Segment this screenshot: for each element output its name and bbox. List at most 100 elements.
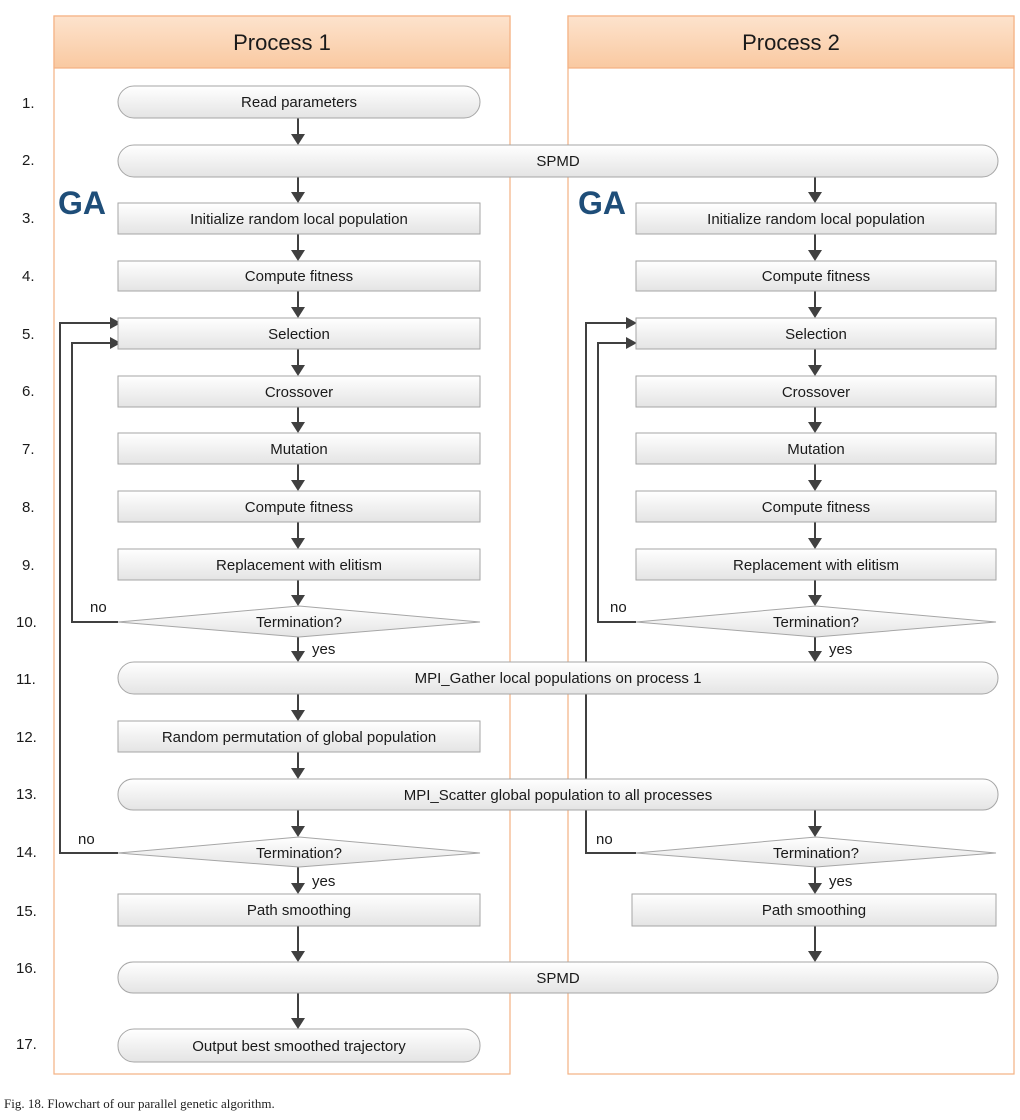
arrowhead xyxy=(808,192,822,203)
node-label: Path smoothing xyxy=(762,902,866,919)
step-number: 1. xyxy=(22,95,35,112)
arrowhead xyxy=(808,250,822,261)
node-crossover-p2: Crossover xyxy=(635,375,997,408)
node-init-population-p1: Initialize random local population xyxy=(117,202,481,235)
node-label: Compute fitness xyxy=(762,268,870,285)
flow-arrowheads xyxy=(291,134,822,1029)
node-compute-fitness-2-p2: Compute fitness xyxy=(635,490,997,523)
step-number: 5. xyxy=(22,326,35,343)
edge-label-yes: yes xyxy=(312,641,335,658)
arrowhead xyxy=(808,951,822,962)
step-number: 15. xyxy=(16,903,37,920)
edge-label-yes: yes xyxy=(312,873,335,890)
decision-label: Termination? xyxy=(256,845,342,862)
loop-arrowheads xyxy=(110,317,637,349)
node-compute-fitness-1-p2: Compute fitness xyxy=(635,260,997,292)
node-selection-p2: Selection xyxy=(635,317,997,350)
node-mutation-p2: Mutation xyxy=(635,432,997,465)
arrowhead xyxy=(808,307,822,318)
step-number: 9. xyxy=(22,557,35,574)
node-label: Crossover xyxy=(265,384,333,401)
node-label: Output best smoothed trajectory xyxy=(192,1038,406,1055)
node-label: Replacement with elitism xyxy=(216,557,382,574)
step-number: 17. xyxy=(16,1036,37,1053)
ga-label-process-1: GA xyxy=(58,185,106,221)
arrowhead xyxy=(291,365,305,376)
node-label: Initialize random local population xyxy=(190,211,408,228)
step-number: 11. xyxy=(16,671,36,688)
node-replacement-p1: Replacement with elitism xyxy=(117,548,481,581)
loop-edge-global-no-p2 xyxy=(585,322,636,854)
node-read-parameters: Read parameters xyxy=(117,85,481,119)
arrowhead xyxy=(808,365,822,376)
lane-title-process-1: Process 1 xyxy=(233,30,331,55)
node-mpi-scatter: MPI_Scatter global population to all pro… xyxy=(117,778,999,811)
arrowhead xyxy=(291,1018,305,1029)
node-label: SPMD xyxy=(536,970,580,987)
arrowhead xyxy=(808,651,822,662)
node-label: Path smoothing xyxy=(247,902,351,919)
node-output: Output best smoothed trajectory xyxy=(117,1028,481,1063)
step-number: 4. xyxy=(22,268,35,285)
node-compute-fitness-2-p1: Compute fitness xyxy=(117,490,481,523)
node-mpi-gather: MPI_Gather local populations on process … xyxy=(117,661,999,695)
node-label: Mutation xyxy=(787,441,845,458)
node-label: Random permutation of global population xyxy=(162,729,436,746)
node-path-smoothing-p2: Path smoothing xyxy=(631,893,997,927)
step-number: 10. xyxy=(16,614,37,631)
node-spmd-end: SPMD xyxy=(117,961,999,994)
step-number: 13. xyxy=(16,786,37,803)
arrowhead xyxy=(808,826,822,837)
node-crossover-p1: Crossover xyxy=(117,375,481,408)
step-number: 7. xyxy=(22,441,35,458)
arrowhead xyxy=(291,883,305,894)
arrowhead xyxy=(808,595,822,606)
loop-edge-global-no-p1 xyxy=(59,322,118,854)
flowchart-diagram: Process 1 Process 2 1. 2. 3. 4. 5. 6. 7.… xyxy=(16,15,1015,1075)
arrowhead xyxy=(291,307,305,318)
node-label: Read parameters xyxy=(241,94,357,111)
arrowhead xyxy=(110,337,121,349)
arrowhead xyxy=(291,134,305,145)
node-label: Selection xyxy=(785,326,847,343)
arrowhead xyxy=(291,710,305,721)
decision-termination-global-p2: Termination? xyxy=(635,836,997,868)
decision-termination-local-p1: Termination? xyxy=(117,605,481,638)
arrowhead xyxy=(291,595,305,606)
decision-label: Termination? xyxy=(256,614,342,631)
node-mutation-p1: Mutation xyxy=(117,432,481,465)
arrowhead xyxy=(291,422,305,433)
node-spmd-start: SPMD xyxy=(117,144,999,178)
loop-edges xyxy=(59,322,636,854)
node-label: Crossover xyxy=(782,384,850,401)
decision-label: Termination? xyxy=(773,614,859,631)
ga-label-process-2: GA xyxy=(578,185,626,221)
node-random-permutation: Random permutation of global population xyxy=(117,720,481,753)
edge-labels: no yes no yes no yes no yes xyxy=(78,599,852,890)
arrowhead xyxy=(626,337,637,349)
loop-edge-local-no-p1 xyxy=(71,342,118,623)
arrowhead xyxy=(291,826,305,837)
arrowhead xyxy=(808,422,822,433)
node-label: MPI_Scatter global population to all pro… xyxy=(404,787,713,804)
arrowhead xyxy=(291,951,305,962)
node-label: Initialize random local population xyxy=(707,211,925,228)
node-compute-fitness-1-p1: Compute fitness xyxy=(117,260,481,292)
flow-edges xyxy=(297,118,816,1020)
decision-label: Termination? xyxy=(773,845,859,862)
edge-label-no: no xyxy=(596,831,613,848)
node-replacement-p2: Replacement with elitism xyxy=(635,548,997,581)
edge-label-yes: yes xyxy=(829,873,852,890)
decision-termination-global-p1: Termination? xyxy=(117,836,481,868)
lane-title-process-2: Process 2 xyxy=(742,30,840,55)
arrowhead xyxy=(291,538,305,549)
node-label: Mutation xyxy=(270,441,328,458)
arrowhead xyxy=(291,192,305,203)
arrowhead xyxy=(291,651,305,662)
node-init-population-p2: Initialize random local population xyxy=(635,202,997,235)
arrowhead xyxy=(626,317,637,329)
arrowhead xyxy=(291,768,305,779)
edge-label-yes: yes xyxy=(829,641,852,658)
step-number: 6. xyxy=(22,383,35,400)
step-number: 16. xyxy=(16,960,37,977)
